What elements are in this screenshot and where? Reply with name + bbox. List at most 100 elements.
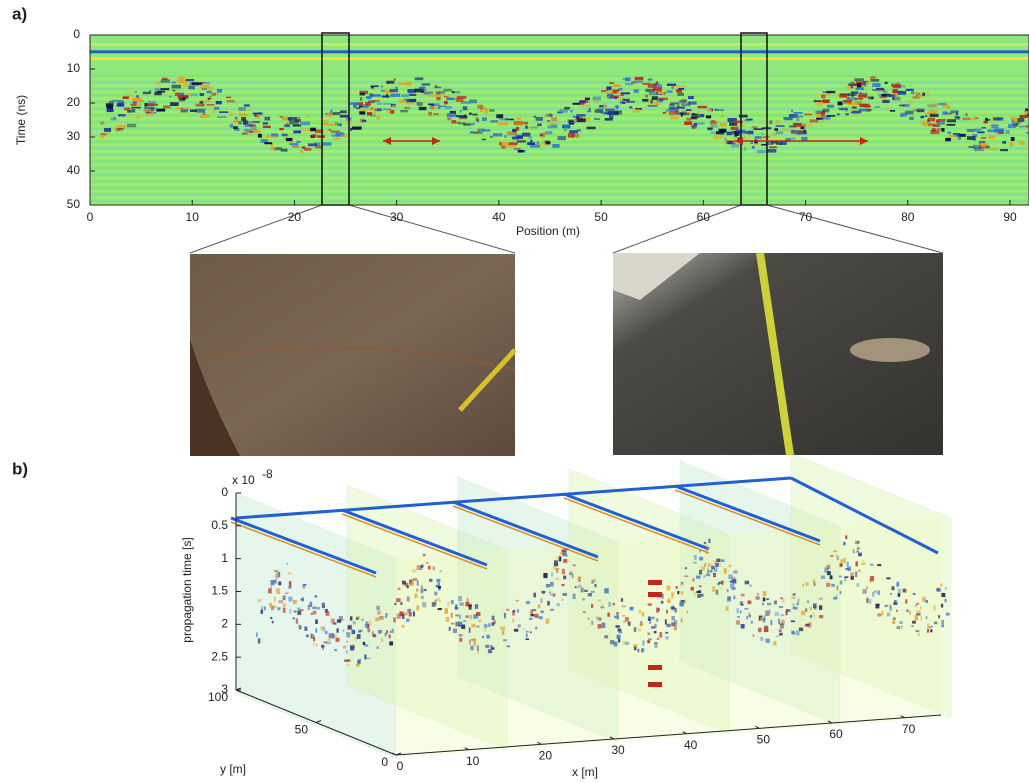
reflection (892, 620, 895, 624)
reflection (1025, 108, 1028, 110)
x-axis-label: Position (m) (516, 224, 580, 238)
reflection (852, 106, 857, 108)
reflection (312, 607, 316, 609)
reflection (417, 580, 419, 585)
reflection (476, 612, 480, 616)
reflection (326, 611, 330, 616)
reflection (525, 126, 527, 129)
reflection (577, 118, 586, 122)
x-tick-label: 20 (539, 749, 553, 763)
reflection (463, 106, 468, 110)
reflection (386, 613, 388, 616)
reflection (476, 626, 479, 628)
reflection (214, 107, 220, 110)
reflection (409, 609, 411, 612)
reflection (622, 102, 625, 104)
reflection (706, 545, 709, 549)
reflection (365, 102, 371, 106)
reflection (269, 603, 272, 608)
reflection (666, 610, 668, 614)
reflection (244, 104, 250, 106)
reflection (607, 613, 609, 617)
reflection (438, 586, 441, 589)
reflection (632, 109, 640, 113)
reflection (824, 567, 828, 572)
reflection (341, 134, 350, 137)
reflection (546, 584, 550, 587)
reflection (720, 115, 724, 117)
reflection (710, 125, 718, 128)
y-axis-label: Time (ns) (14, 95, 28, 145)
reflection (656, 86, 659, 88)
reflection (974, 130, 979, 132)
reflection (501, 145, 505, 148)
y-tick-label: 50 (295, 723, 309, 737)
reflection (317, 135, 325, 137)
reflection (730, 584, 734, 588)
reflection (883, 90, 887, 93)
reflection (543, 573, 547, 578)
reflection (439, 105, 446, 107)
reflection (699, 549, 701, 552)
reflection (681, 619, 683, 623)
reflection (587, 617, 589, 619)
reflection (755, 136, 762, 139)
reflection (306, 635, 308, 638)
band (90, 50, 1029, 53)
reflection (741, 624, 745, 628)
reflection (330, 110, 333, 113)
reflection (549, 592, 551, 594)
reflection (469, 113, 471, 115)
reflection (352, 127, 362, 130)
reflection (136, 95, 139, 97)
reflection (705, 550, 707, 554)
reflection (398, 83, 406, 86)
reflection (402, 581, 406, 585)
reflection (583, 611, 586, 613)
reflection (459, 638, 462, 642)
reflection (283, 608, 286, 613)
reflection (826, 583, 830, 587)
reflection (433, 566, 435, 570)
reflection (700, 114, 704, 117)
reflection (821, 112, 825, 116)
reflection (374, 112, 376, 115)
reflection (278, 581, 281, 585)
reflection (691, 587, 694, 591)
reflection (807, 600, 809, 603)
reflection (530, 614, 534, 616)
band (90, 184, 1029, 185)
reflection (916, 603, 919, 606)
reflection (802, 584, 804, 587)
reflection (699, 557, 703, 561)
reflection (604, 635, 608, 638)
reflection (609, 82, 614, 84)
reflection (654, 642, 658, 644)
reflection (498, 122, 507, 125)
reflection (885, 82, 888, 84)
reflection (791, 620, 795, 622)
reflection (615, 97, 617, 99)
reflection (555, 568, 559, 570)
reflection (540, 137, 545, 139)
reflection (518, 624, 521, 627)
reflection (569, 120, 574, 123)
reflection (856, 87, 864, 90)
reflection (419, 107, 427, 110)
band (90, 141, 1029, 142)
reflection (400, 110, 407, 112)
reflection (796, 603, 798, 605)
reflection (667, 585, 671, 590)
reflection (892, 89, 898, 93)
reflection (107, 106, 113, 109)
reflection (758, 628, 762, 633)
y-tick-label: 20 (67, 95, 81, 109)
reflection (671, 594, 674, 599)
reflection (780, 624, 784, 629)
reflection (492, 622, 495, 626)
reflection (645, 95, 648, 98)
reflection (606, 86, 611, 90)
reflection (823, 109, 830, 113)
reflection (654, 631, 657, 633)
reflection (697, 594, 701, 598)
